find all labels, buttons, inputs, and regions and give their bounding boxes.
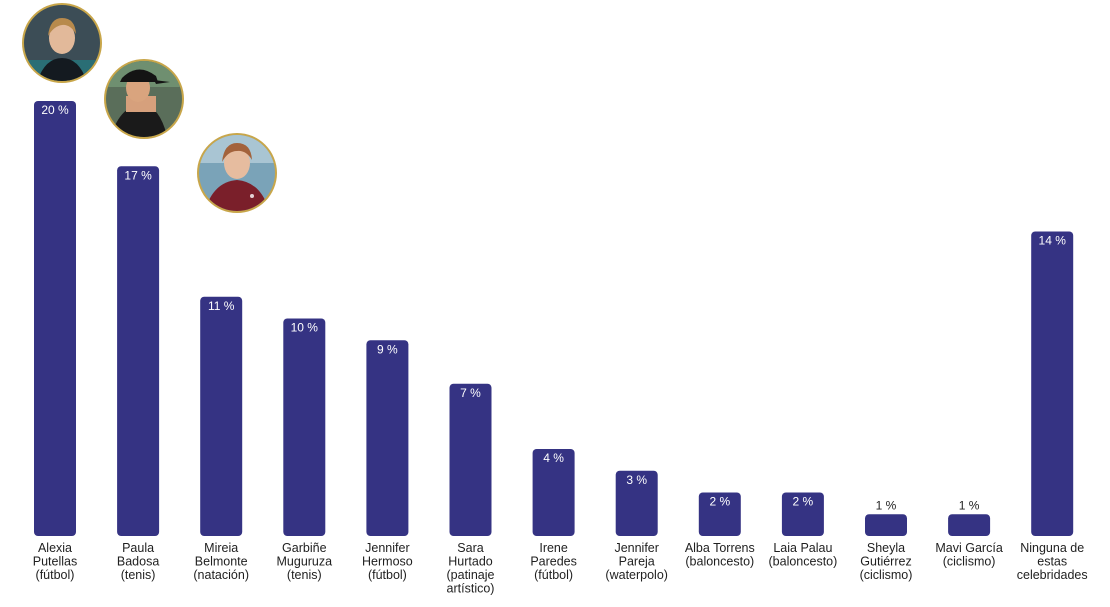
bar-2 — [117, 166, 160, 536]
category-label-8: Jennifer Pareja (waterpolo) — [605, 541, 668, 582]
bar-12 — [948, 514, 991, 536]
bar-value-label-4: 10 % — [291, 321, 319, 335]
category-label-11: Sheyla Gutiérrez (ciclismo) — [860, 541, 913, 582]
bar-value-label-3: 11 % — [208, 299, 235, 313]
category-label-4: Garbiñe Muguruza (tenis) — [277, 541, 333, 582]
category-label-2: Paula Badosa (tenis) — [117, 541, 159, 582]
bar-3 — [200, 296, 243, 536]
category-label-3: Mireia Belmonte (natación) — [193, 541, 249, 582]
category-label-12: Mavi García (ciclismo) — [935, 541, 1002, 569]
bar-value-label-12: 1 % — [959, 498, 980, 512]
bar-value-label-1: 20 % — [41, 103, 69, 117]
bar-13 — [1031, 231, 1074, 536]
bar-value-label-8: 3 % — [626, 473, 647, 487]
bar-value-label-7: 4 % — [543, 451, 564, 465]
category-label-5: Jennifer Hermoso (fútbol) — [362, 541, 413, 582]
bar-value-label-11: 1 % — [876, 498, 897, 512]
category-label-1: Alexia Putellas (fútbol) — [33, 541, 77, 582]
category-label-13: Ninguna de estas celebridades — [1017, 541, 1088, 582]
athlete-photo-2 — [104, 59, 184, 139]
bar-7 — [532, 449, 575, 536]
bar-value-label-6: 7 % — [460, 386, 481, 400]
category-label-7: Irene Paredes (fútbol) — [530, 541, 577, 582]
bar-4 — [283, 318, 326, 536]
bar-value-label-9: 2 % — [709, 495, 730, 509]
category-label-10: Laia Palau (baloncesto) — [769, 541, 838, 569]
category-label-6: Sara Hurtado (patinaje artístico) — [447, 541, 495, 596]
bar-8 — [615, 470, 658, 536]
bar-9 — [698, 492, 741, 536]
bar-value-label-10: 2 % — [793, 495, 814, 509]
bar-value-label-5: 9 % — [377, 342, 398, 356]
bar-6 — [449, 383, 492, 536]
bar-1 — [34, 101, 76, 536]
athlete-photo-3 — [197, 133, 277, 213]
athlete-photo-1 — [22, 3, 102, 83]
bar-5 — [366, 340, 409, 536]
bar-11 — [865, 514, 907, 536]
bar-10 — [781, 492, 824, 536]
athlete-photos — [22, 3, 277, 213]
bar-value-label-2: 17 % — [124, 168, 152, 182]
bar-value-label-13: 14 % — [1039, 234, 1067, 248]
category-label-9: Alba Torrens (baloncesto) — [685, 541, 755, 569]
